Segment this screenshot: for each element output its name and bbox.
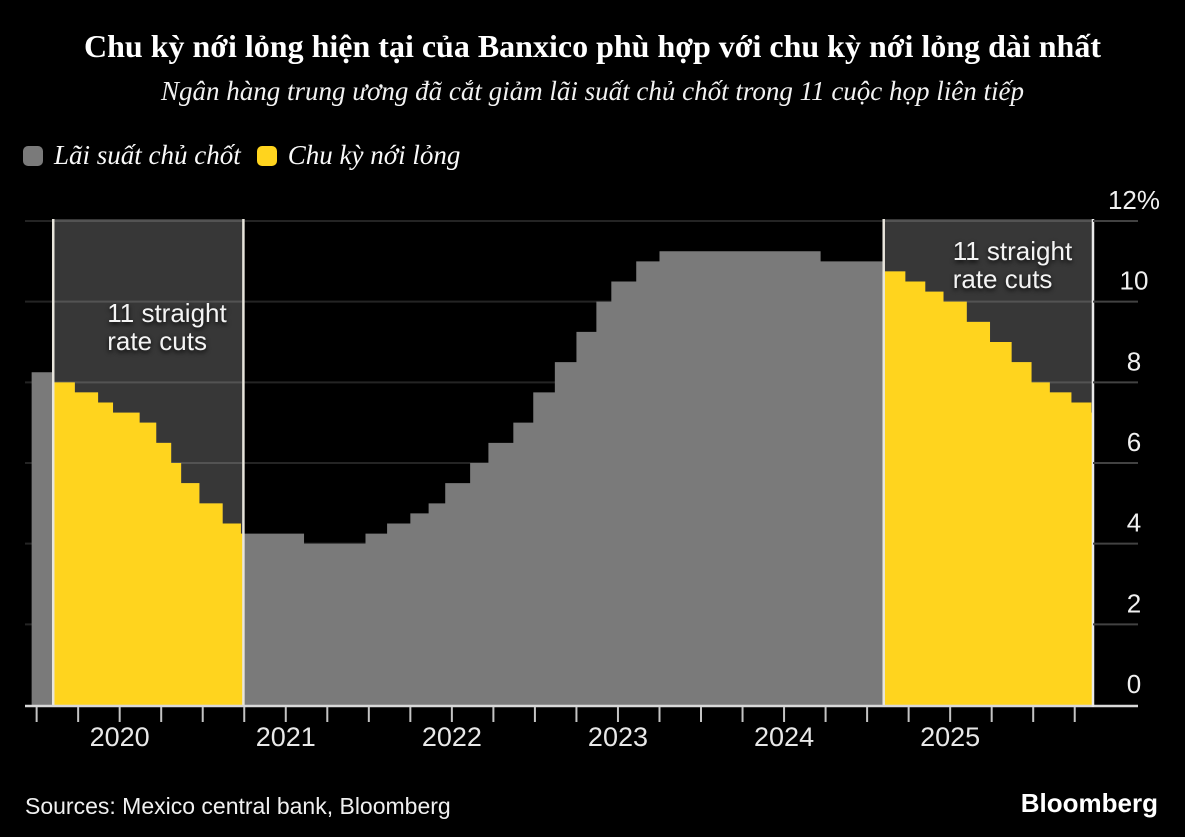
legend-item-key-rate: Lãi suất chủ chốt <box>23 140 241 171</box>
legend: Lãi suất chủ chốt Chu kỳ nới lỏng <box>23 140 460 171</box>
key-rate-swatch <box>23 145 43 166</box>
rate-cuts-annotation: rate cuts <box>953 264 1053 294</box>
y-tick-label: 12% <box>1108 185 1160 215</box>
x-year-label: 2021 <box>256 722 316 752</box>
y-tick-label: 6 <box>1127 427 1141 457</box>
bloomberg-logo: Bloomberg <box>1020 788 1158 818</box>
easing-cycle-label: Chu kỳ nới lỏng <box>287 140 461 170</box>
x-year-label: 2023 <box>588 722 648 752</box>
y-tick-label: 8 <box>1127 346 1141 376</box>
chart-subtitle: Ngân hàng trung ương đã cắt giảm lãi suấ… <box>160 76 1025 106</box>
rate-cuts-annotation: 11 straight <box>107 298 227 328</box>
rate-cuts-annotation: rate cuts <box>107 326 207 356</box>
x-year-label: 2025 <box>920 722 980 752</box>
key-rate-label: Lãi suất chủ chốt <box>54 140 241 170</box>
rate-chart: 0 2 4 6 8 10 12% 2020 2021 2022 2023 2024 2025 11 str… <box>25 185 1160 752</box>
source-note: Sources: Mexico central bank, Bloomberg <box>25 793 451 819</box>
x-year-label: 2022 <box>422 722 482 752</box>
easing-cycle-swatch <box>256 145 277 166</box>
x-year-label: 2024 <box>754 722 814 752</box>
y-tick-label: 4 <box>1127 508 1141 538</box>
x-year-label: 2020 <box>90 722 150 752</box>
y-tick-label: 2 <box>1127 588 1141 618</box>
y-tick-label: 0 <box>1127 669 1141 699</box>
chart-title: Chu kỳ nới lỏng hiện tại của Banxico phù… <box>84 28 1101 64</box>
rate-area <box>31 251 1094 705</box>
rate-cuts-annotation: 11 straight <box>953 236 1073 266</box>
y-tick-label: 10 <box>1120 266 1149 296</box>
legend-item-easing-cycle: Chu kỳ nới lỏng <box>256 140 461 171</box>
